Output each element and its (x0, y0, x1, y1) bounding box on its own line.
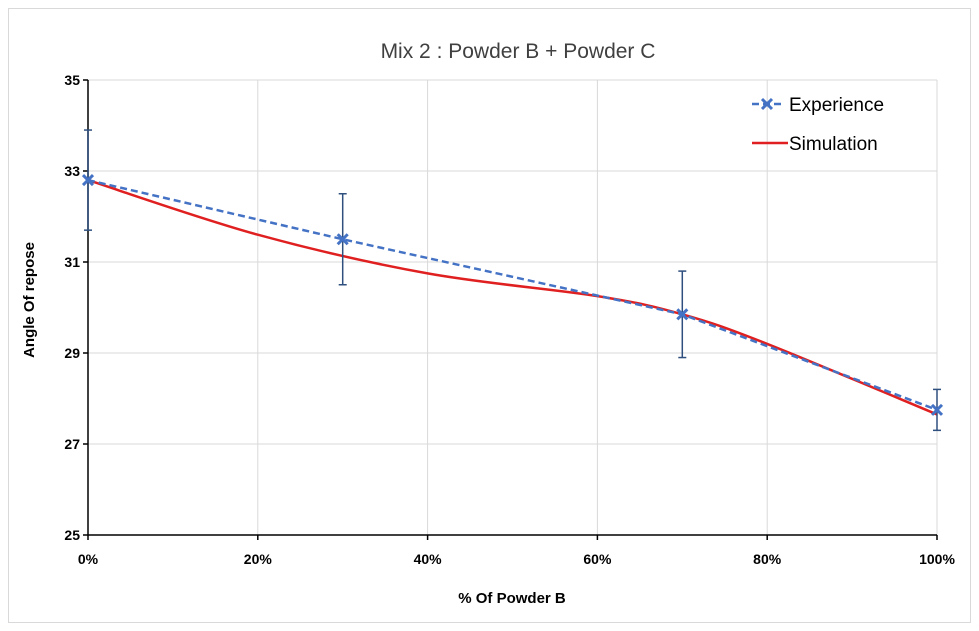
legend-experience-marker (760, 97, 774, 111)
y-tick-label: 27 (64, 436, 80, 452)
experience-point (930, 403, 944, 416)
x-tick-label: 0% (78, 551, 99, 567)
experience-point (81, 174, 95, 187)
legend: Experience Simulation (752, 95, 884, 155)
marker-stroke (81, 174, 95, 187)
series-layer (81, 129, 944, 432)
marker-stroke (336, 233, 349, 246)
y-tick-label: 31 (64, 254, 80, 270)
experience-point (676, 308, 689, 321)
x-tick-label: 60% (583, 551, 612, 567)
gridlines (88, 79, 938, 535)
y-axis-label: Angle Of repose (21, 242, 38, 358)
y-tick-label: 25 (64, 527, 80, 543)
chart-title: Mix 2 : Powder B + Powder C (381, 40, 656, 63)
chart-frame (8, 8, 971, 623)
y-tick-labels: 25 27 29 31 33 35 (64, 72, 80, 543)
x-tick-label: 80% (753, 551, 782, 567)
y-tick-label: 33 (64, 163, 80, 179)
legend-experience-label: Experience (789, 95, 884, 116)
marker-stroke (676, 308, 689, 321)
marker-stroke (930, 403, 944, 416)
x-tick-labels: 0% 20% 40% 60% 80% 100% (78, 551, 956, 567)
x-tick-label: 40% (414, 551, 443, 567)
x-tick-label: 100% (919, 551, 955, 567)
x-tick-label: 20% (244, 551, 273, 567)
y-tick-label: 29 (64, 345, 80, 361)
experience-point (336, 233, 349, 246)
legend-simulation-label: Simulation (789, 134, 878, 155)
y-tick-label: 35 (64, 72, 80, 88)
simulation-line (87, 178, 938, 416)
experience-line (87, 178, 938, 412)
x-axis-label: % Of Powder B (458, 590, 566, 607)
